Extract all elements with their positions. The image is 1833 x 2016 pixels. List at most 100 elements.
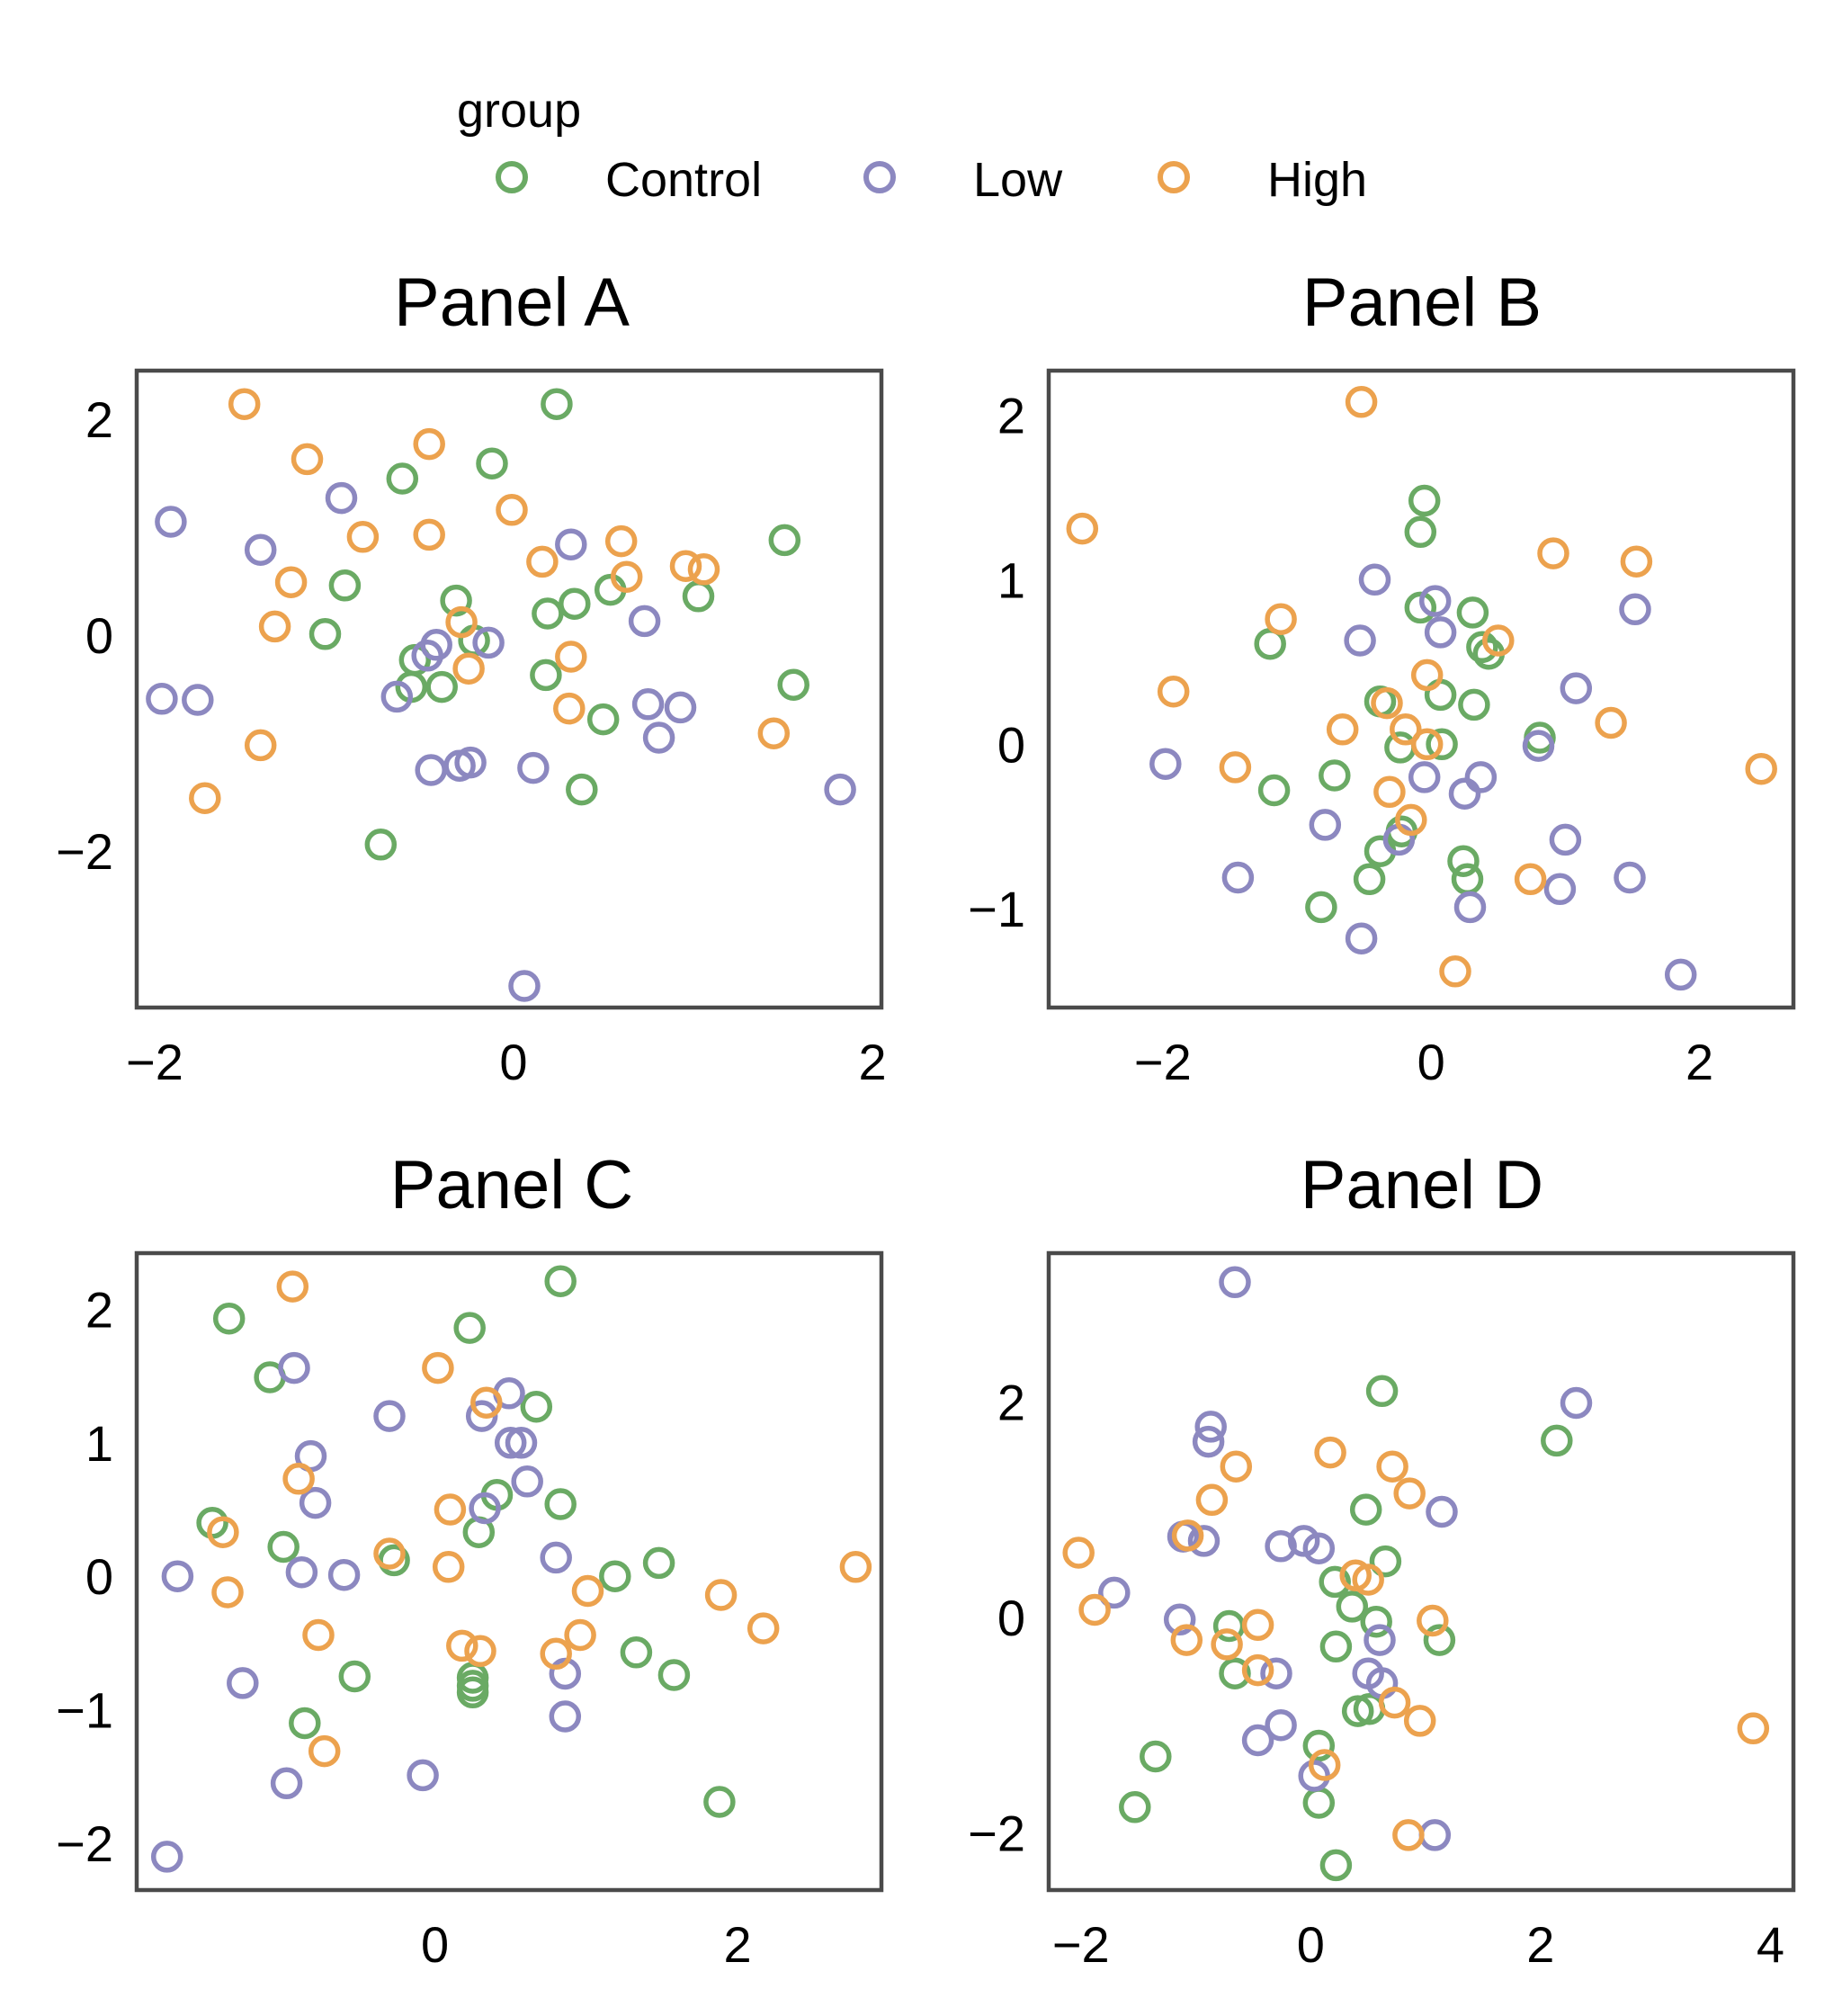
panel-b: Panel B −2 0 2 −1 0 1 2 — [968, 264, 1796, 1090]
point-control — [1319, 1849, 1353, 1882]
point-control — [1119, 1791, 1151, 1823]
point-control — [532, 597, 564, 630]
point-high — [1241, 1608, 1274, 1642]
point-control — [1319, 759, 1351, 792]
point-low — [270, 1767, 303, 1800]
point-control — [559, 587, 591, 620]
point-high — [1514, 863, 1547, 896]
point-high — [1482, 624, 1515, 657]
y-tick-label: 0 — [997, 716, 1025, 773]
point-high — [274, 566, 308, 598]
point-low — [1187, 1525, 1221, 1557]
x-tick-label: −2 — [126, 1034, 183, 1090]
point-low — [1194, 1411, 1227, 1443]
y-tick-label: −2 — [56, 823, 113, 880]
legend-marker-control — [496, 161, 528, 193]
point-low — [1265, 1708, 1297, 1742]
y-tick-label: −1 — [56, 1682, 113, 1739]
point-control — [777, 668, 809, 701]
point-control — [1349, 1493, 1382, 1526]
point-high — [1314, 1436, 1346, 1469]
point-control — [364, 829, 398, 861]
point-high — [373, 1537, 406, 1570]
y-tick-label: 1 — [85, 1415, 113, 1472]
point-low — [1192, 1425, 1225, 1458]
x-tick-label: −2 — [1052, 1916, 1110, 1973]
point-low — [1424, 616, 1457, 649]
point-control — [476, 447, 508, 479]
point-high — [302, 1618, 335, 1652]
plot-frame — [134, 1250, 884, 1893]
point-control — [1353, 863, 1386, 896]
point-control — [425, 670, 458, 703]
point-low — [549, 1700, 582, 1733]
point-control — [544, 1488, 577, 1520]
point-high — [1371, 686, 1403, 720]
point-low — [1408, 761, 1441, 793]
point-low — [285, 1555, 318, 1589]
point-low — [407, 1759, 439, 1792]
point-high — [276, 1270, 309, 1303]
point-low — [1098, 1576, 1131, 1609]
legend-label-low: Low — [973, 153, 1063, 207]
x-tick-label: 2 — [1526, 1916, 1554, 1973]
series-low — [150, 1351, 582, 1873]
point-control — [1423, 1624, 1456, 1656]
x-tick-label: 0 — [1417, 1034, 1445, 1090]
point-low — [327, 1558, 361, 1591]
point-low — [155, 506, 187, 538]
point-low — [415, 754, 447, 786]
point-high — [1737, 1712, 1770, 1745]
point-control — [267, 1530, 300, 1564]
point-low — [1287, 1525, 1320, 1557]
point-high — [445, 605, 478, 639]
y-tick-label: 0 — [997, 1590, 1025, 1646]
point-low — [1426, 1495, 1458, 1528]
point-high — [1066, 512, 1099, 545]
point-control — [642, 1546, 675, 1580]
y-tick-label: −2 — [968, 1805, 1025, 1862]
point-control — [1408, 484, 1441, 517]
y-tick-label: 0 — [85, 1548, 113, 1605]
point-low — [161, 1560, 194, 1592]
point-low — [469, 1492, 501, 1525]
point-high — [610, 560, 643, 593]
point-control — [586, 703, 620, 736]
point-low — [494, 1427, 527, 1459]
point-high — [211, 1576, 244, 1608]
legend-title: group — [457, 84, 581, 138]
point-high — [1378, 1686, 1411, 1719]
point-control — [544, 1265, 577, 1297]
point-control — [1305, 891, 1337, 924]
point-low — [1560, 672, 1593, 704]
legend-marker-high — [1158, 161, 1190, 193]
point-high — [1308, 1749, 1341, 1781]
point-high — [1195, 1483, 1229, 1517]
point-low — [1619, 593, 1651, 626]
point-control — [530, 659, 562, 692]
point-low — [1464, 761, 1498, 793]
point-control — [1360, 1605, 1392, 1638]
panel-title: Panel D — [1301, 1147, 1543, 1223]
point-low — [1265, 1530, 1297, 1563]
point-control — [212, 1302, 246, 1335]
point-low — [631, 688, 665, 721]
point-low — [380, 680, 414, 713]
point-low — [1344, 624, 1376, 657]
point-low — [824, 773, 856, 806]
point-control — [1404, 515, 1437, 549]
point-control — [440, 584, 472, 617]
x-tick-label: −2 — [1134, 1034, 1192, 1090]
point-control — [328, 569, 362, 602]
point-low — [1345, 922, 1378, 954]
point-control — [599, 1560, 631, 1592]
point-high — [571, 1574, 604, 1608]
y-tick-label: 2 — [85, 391, 113, 448]
point-high — [228, 388, 261, 420]
point-high — [757, 717, 791, 749]
point-high — [1170, 1624, 1203, 1656]
point-low — [1664, 958, 1697, 991]
point-control — [1257, 774, 1291, 807]
point-high — [1393, 1477, 1426, 1510]
